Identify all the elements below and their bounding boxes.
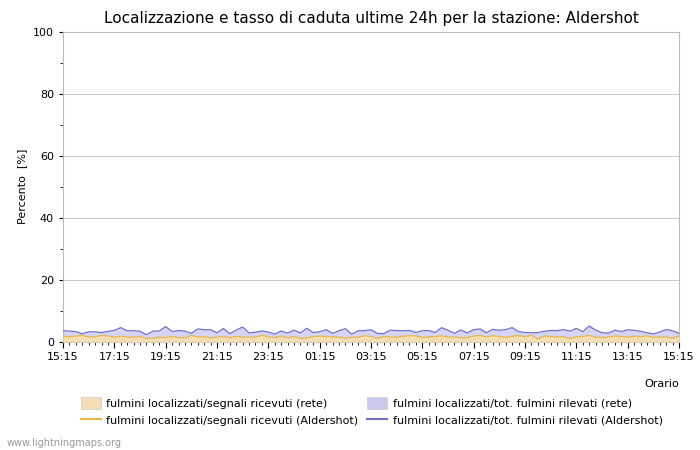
Y-axis label: Percento  [%]: Percento [%]: [18, 149, 27, 225]
Text: Orario: Orario: [644, 379, 679, 389]
Text: www.lightningmaps.org: www.lightningmaps.org: [7, 438, 122, 448]
Legend: fulmini localizzati/segnali ricevuti (rete), fulmini localizzati/segnali ricevut: fulmini localizzati/segnali ricevuti (re…: [81, 397, 663, 426]
Title: Localizzazione e tasso di caduta ultime 24h per la stazione: Aldershot: Localizzazione e tasso di caduta ultime …: [104, 11, 638, 26]
